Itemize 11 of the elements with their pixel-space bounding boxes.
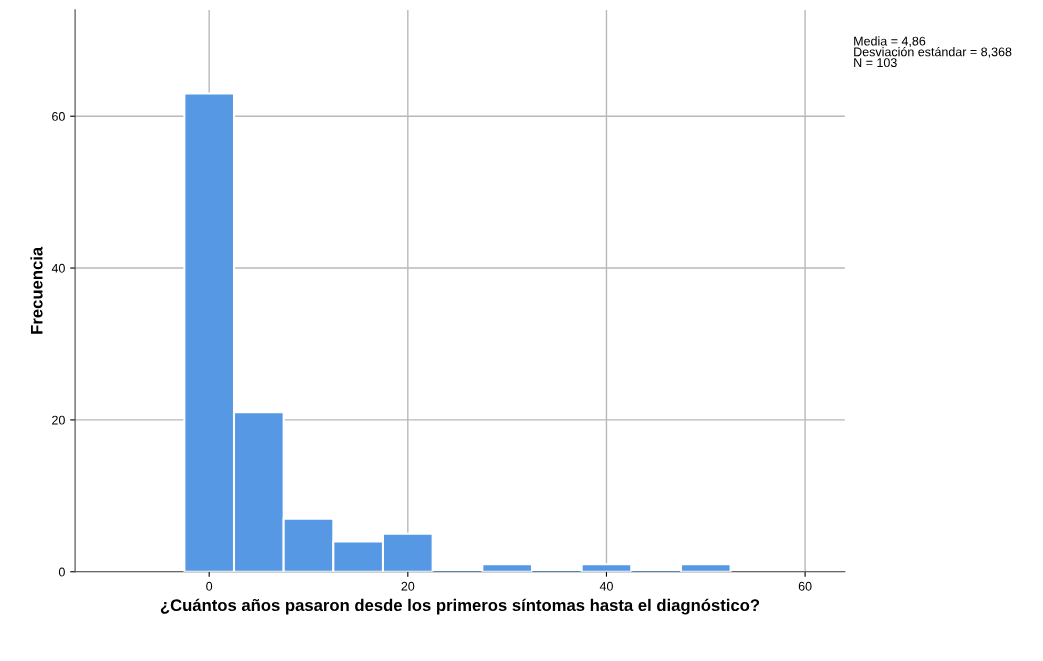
text: Media = 4,86 Desviación estándar = 8,368 N = 103	[854, 36, 1012, 68]
x-tick-label: 40	[599, 581, 613, 591]
y-tick-label: 40	[51, 263, 65, 273]
x-tick-label: 20	[401, 581, 415, 591]
y-tick-label: 0	[58, 567, 65, 577]
y-axis-title: Frecuencia	[30, 246, 43, 334]
x-axis-title: ¿Cuántos años pasaron desde los primeros síntomas hasta el diagnóstico?	[160, 598, 760, 615]
x-tick-label: 60	[798, 581, 812, 591]
y-tick-label: 60	[52, 112, 65, 121]
y-tick-label: 20	[52, 415, 65, 425]
x-tick-label: 0	[206, 581, 213, 591]
